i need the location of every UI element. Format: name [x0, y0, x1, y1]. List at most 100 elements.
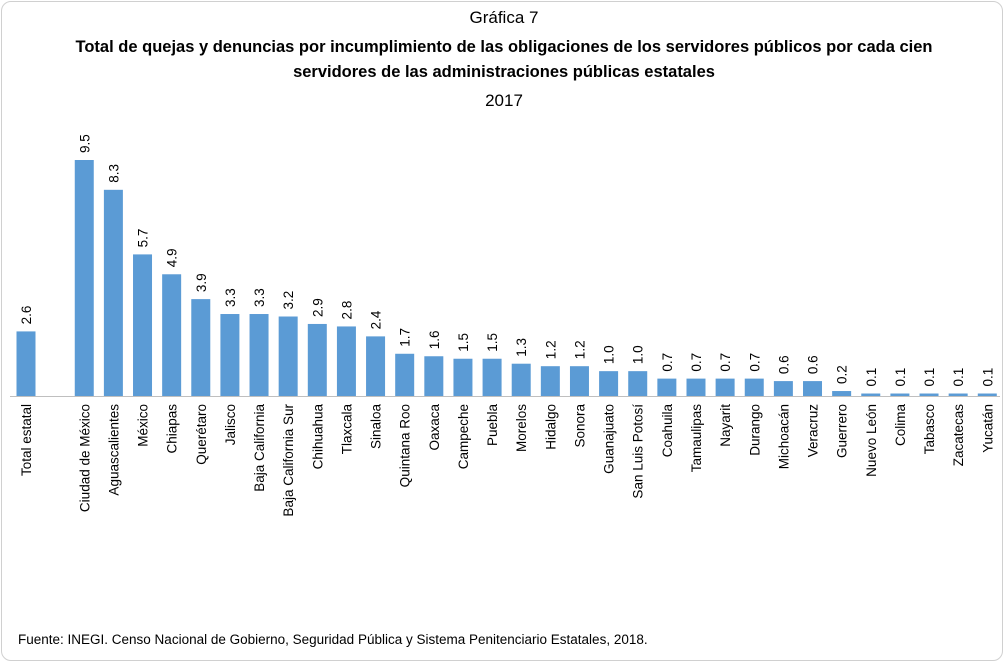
data-label: 1.6 — [427, 330, 442, 349]
data-label: 0.7 — [747, 353, 762, 372]
data-label: 0.7 — [660, 353, 675, 372]
x-tick-label: Baja California — [252, 404, 267, 492]
bar — [336, 326, 356, 396]
data-label: 1.5 — [485, 333, 500, 352]
data-label: 5.7 — [136, 229, 151, 248]
x-tick-label: Guanajuato — [602, 404, 617, 474]
bar — [133, 254, 153, 396]
bar — [948, 393, 968, 396]
chart-subtitle: 2017 — [485, 91, 523, 110]
bar — [366, 336, 386, 396]
bar — [103, 189, 123, 396]
data-label: 0.1 — [922, 368, 937, 387]
x-tick-label: Baja California Sur — [281, 404, 296, 517]
chart-title: Total de quejas y denuncias por incumpli… — [75, 38, 933, 81]
bar — [832, 391, 852, 396]
data-label: 9.5 — [77, 134, 92, 153]
x-tick-label: Michoacán — [776, 404, 791, 469]
x-tick-label: Durango — [747, 404, 762, 456]
x-tick-label: Colima — [893, 404, 908, 447]
x-tick-label: Chiapas — [165, 404, 180, 454]
bar — [74, 160, 94, 396]
data-label: 0.6 — [806, 355, 821, 374]
x-tick-label: Chihuahua — [310, 404, 325, 470]
bar — [977, 393, 997, 396]
x-tick-label: Tamaulipas — [689, 404, 704, 473]
bar — [715, 378, 735, 396]
bar — [919, 393, 939, 396]
data-label: 1.7 — [398, 328, 413, 347]
bar — [191, 299, 211, 396]
data-label: 3.9 — [194, 273, 209, 292]
bar — [511, 363, 531, 396]
x-tick-label: Jalisco — [223, 404, 238, 445]
x-tick-label: Aguascalientes — [106, 404, 121, 496]
x-tick-label: Querétaro — [194, 404, 209, 465]
bar — [482, 358, 502, 396]
x-tick-label: Veracruz — [806, 404, 821, 458]
x-tick-label: Morelos — [514, 404, 529, 452]
bar — [744, 378, 764, 396]
data-label: 0.1 — [980, 368, 995, 387]
data-label: 3.3 — [252, 288, 267, 307]
bar — [773, 381, 793, 396]
x-tick-label: Puebla — [485, 404, 500, 447]
bar — [220, 314, 240, 396]
bar — [686, 378, 706, 396]
x-tick-label: Total estatal — [19, 404, 34, 476]
data-label: 0.1 — [864, 368, 879, 387]
bar — [307, 323, 327, 396]
data-label: 3.2 — [281, 291, 296, 310]
bar — [16, 331, 36, 396]
data-label: 2.6 — [19, 306, 34, 325]
data-label: 3.3 — [223, 288, 238, 307]
x-tick-label: Nuevo León — [864, 404, 879, 477]
x-tick-label: Quintana Roo — [398, 404, 413, 487]
bar — [453, 358, 473, 396]
source-note: Fuente: INEGI. Censo Nacional de Gobiern… — [18, 632, 648, 647]
data-label: 0.6 — [776, 355, 791, 374]
data-label: 0.2 — [835, 365, 850, 384]
data-label: 1.3 — [514, 338, 529, 357]
x-tick-label: Tabasco — [922, 404, 937, 454]
data-label: 0.1 — [893, 368, 908, 387]
chart-number: Gráfica 7 — [469, 8, 539, 27]
bar — [540, 366, 560, 396]
bar — [395, 353, 415, 396]
data-label: 1.0 — [602, 345, 617, 364]
x-tick-label: Yucatán — [980, 404, 995, 453]
x-tick-label: Hidalgo — [543, 404, 558, 450]
x-tick-label: Tlaxcala — [339, 404, 354, 455]
bar — [861, 393, 881, 396]
data-label: 0.1 — [951, 368, 966, 387]
bar — [890, 393, 910, 396]
x-tick-label: Zacatecas — [951, 404, 966, 467]
bar — [628, 371, 648, 396]
x-tick-label: México — [136, 404, 151, 447]
data-label: 0.7 — [689, 353, 704, 372]
data-label: 2.4 — [369, 310, 384, 329]
bar — [424, 356, 444, 396]
x-tick-label: Sonora — [572, 404, 587, 448]
data-label: 2.8 — [339, 301, 354, 320]
bar — [162, 274, 182, 396]
data-label: 8.3 — [106, 164, 121, 183]
bar — [803, 381, 823, 396]
x-tick-label: Sinaloa — [369, 404, 384, 450]
bar — [657, 378, 677, 396]
bar — [278, 316, 298, 396]
x-tick-label: Coahuila — [660, 404, 675, 458]
x-tick-label: Campeche — [456, 404, 471, 469]
bar — [599, 371, 619, 396]
data-label: 1.2 — [572, 340, 587, 359]
bar — [249, 314, 269, 396]
data-label: 1.2 — [543, 340, 558, 359]
data-label: 1.5 — [456, 333, 471, 352]
data-label: 2.9 — [310, 298, 325, 317]
data-label: 4.9 — [165, 248, 180, 267]
bar — [569, 366, 589, 396]
data-label: 1.0 — [631, 345, 646, 364]
x-tick-label: Nayarit — [718, 404, 733, 447]
